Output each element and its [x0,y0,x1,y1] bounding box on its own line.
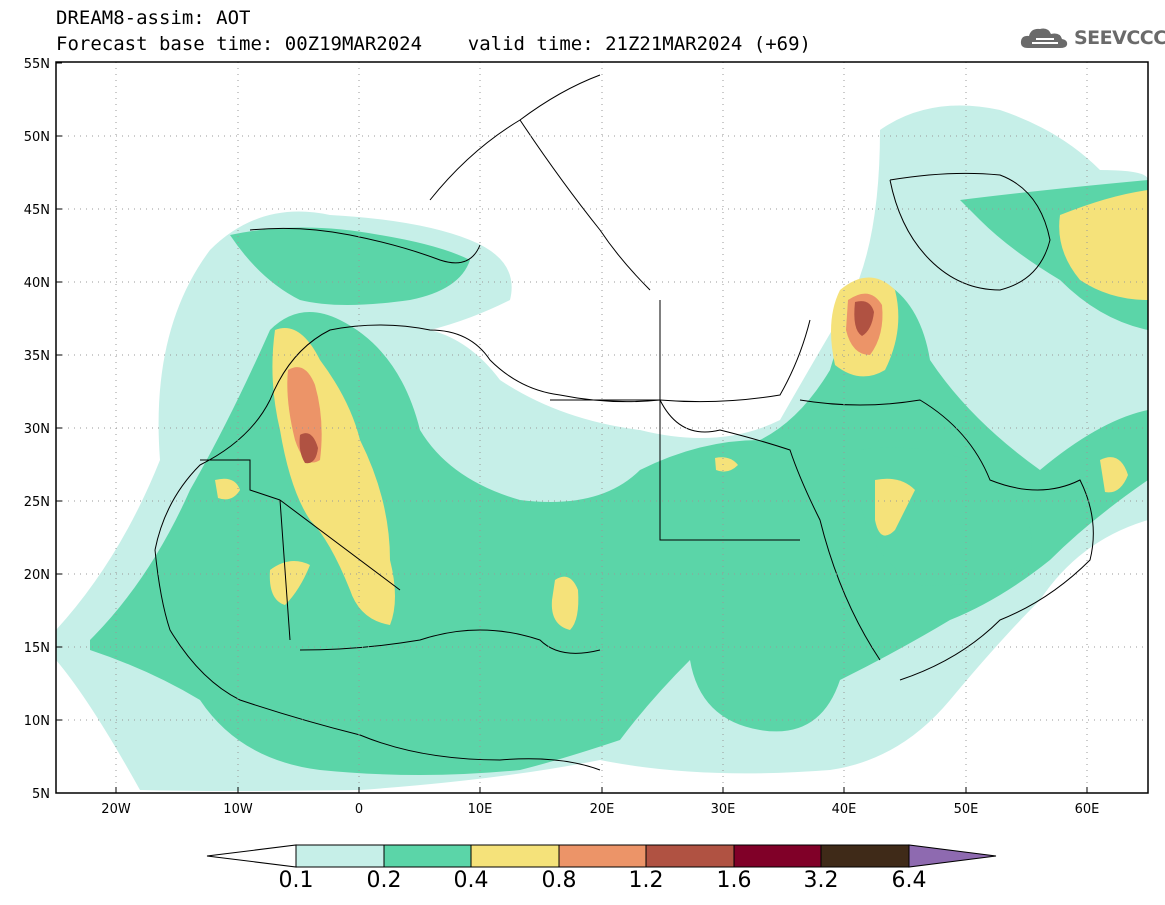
colorbar-segment [733,844,822,868]
tick-marks [56,62,1088,794]
lat-label: 40N [24,276,50,291]
colorbar-label: 0.8 [541,868,577,893]
map-title: DREAM8-assim: AOT [56,7,251,29]
aot-band-1.2 [299,301,874,464]
lat-label: 5N [32,787,50,802]
lon-label: 10E [468,802,493,817]
colorbar-segment [820,844,910,868]
lon-label: 20W [101,802,131,817]
colorbar-label: 0.2 [366,868,402,893]
forecast-times: Forecast base time: 00Z19MAR2024 valid t… [56,33,811,55]
lat-label: 30N [24,422,50,437]
aot-field [56,74,1148,791]
lon-label: 20E [590,802,615,817]
lon-label: 30E [711,802,736,817]
colorbar-segment [295,844,385,868]
lon-label: 0 [355,802,363,817]
colorbar-upper-arrow [908,844,997,868]
lat-label: 10N [24,714,50,729]
colorbar-label: 6.4 [891,868,927,893]
colorbar-label: 0.4 [453,868,489,893]
colorbar-label: 3.2 [803,868,839,893]
colorbar-segment [558,844,647,868]
colorbar-label: 0.1 [278,868,314,893]
seevccc-logo: SEEVCCC [1018,24,1165,52]
lon-label: 10W [223,802,253,817]
cloud-icon [1020,28,1068,48]
colorbar-segment [383,844,472,868]
lat-label: 25N [24,495,50,510]
latitude-labels: 5N 10N 15N 20N 25N 30N 35N 40N 45N 50N 5… [24,57,50,802]
lat-label: 20N [24,568,50,583]
lat-label: 15N [24,641,50,656]
longitude-labels: 20W 10W 0 10E 20E 30E 40E 50E 60E [101,802,1099,817]
gridlines [56,62,1148,793]
brand-label: SEEVCCC [1074,27,1165,49]
lat-label: 50N [24,130,50,145]
colorbar [206,844,997,868]
colorbar-segment [470,844,560,868]
lon-label: 50E [954,802,979,817]
lat-label: 35N [24,349,50,364]
lat-label: 45N [24,203,50,218]
lon-label: 40E [832,802,857,817]
lon-label: 60E [1075,802,1100,817]
colorbar-label: 1.2 [628,868,664,893]
colorbar-lower-arrow [206,844,297,868]
colorbar-segment [645,844,735,868]
lat-label: 55N [24,57,50,72]
colorbar-label: 1.6 [716,868,752,893]
coastlines [154,74,1094,771]
